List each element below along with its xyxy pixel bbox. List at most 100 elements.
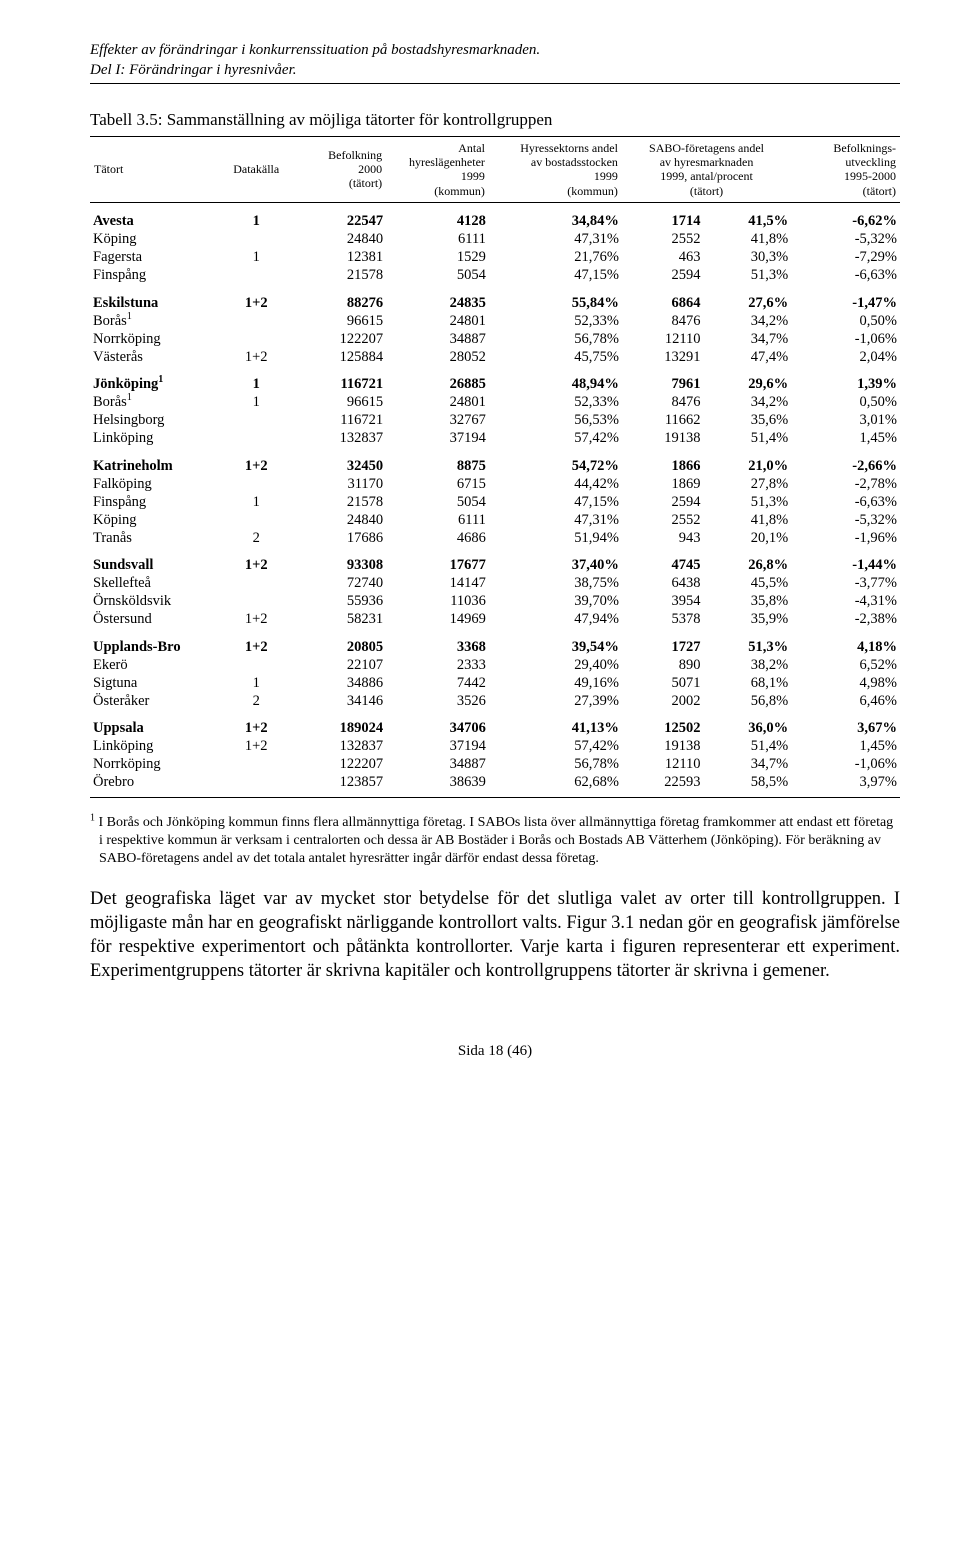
cell: 22547 [289, 203, 386, 231]
cell: 943 [622, 529, 707, 547]
cell: 21,76% [489, 249, 622, 267]
cell: 34,2% [707, 394, 792, 412]
cell: 57,42% [489, 430, 622, 448]
cell: Norrköping [90, 330, 223, 348]
cell: Katrineholm [90, 448, 223, 476]
cell: -3,77% [791, 575, 900, 593]
cell [223, 511, 289, 529]
cell: -6,63% [791, 267, 900, 285]
cell: 1+2 [223, 348, 289, 366]
cell: 24840 [289, 511, 386, 529]
cell: 2594 [622, 267, 707, 285]
footnote: 1 I Borås och Jönköping kommun finns fle… [90, 814, 900, 869]
cell: Finspång [90, 267, 223, 285]
cell: 37,40% [489, 547, 622, 575]
cell: 1+2 [223, 738, 289, 756]
col-datakalla: Datakälla [223, 136, 289, 203]
cell: 39,54% [489, 629, 622, 657]
cell: 41,5% [707, 203, 792, 231]
cell: 122207 [289, 330, 386, 348]
cell: -6,63% [791, 493, 900, 511]
cell: 1+2 [223, 710, 289, 738]
cell: 44,42% [489, 475, 622, 493]
cell: 1+2 [223, 611, 289, 629]
cell [223, 430, 289, 448]
cell: Avesta [90, 203, 223, 231]
cell: 34,84% [489, 203, 622, 231]
col-antal: Antalhyreslägenheter1999(kommun) [386, 136, 489, 203]
cell: 37194 [386, 430, 489, 448]
cell: -1,06% [791, 330, 900, 348]
cell: 5071 [622, 674, 707, 692]
cell: 0,50% [791, 394, 900, 412]
cell: 3368 [386, 629, 489, 657]
cell: 20,1% [707, 529, 792, 547]
cell: 116721 [289, 366, 386, 394]
table-row: Västerås1+21258842805245,75%1329147,4%2,… [90, 348, 900, 366]
cell: 21578 [289, 493, 386, 511]
cell: 26,8% [707, 547, 792, 575]
cell: 35,8% [707, 593, 792, 611]
col-sabo: SABO-företagens andelav hyresmarknaden19… [622, 136, 791, 203]
cell: 56,78% [489, 756, 622, 774]
cell: 8476 [622, 394, 707, 412]
cell: 27,39% [489, 692, 622, 710]
table-row: Köping24840611147,31%255241,8%-5,32% [90, 231, 900, 249]
cell: Köping [90, 511, 223, 529]
cell: 1+2 [223, 629, 289, 657]
table-row: Fagersta112381152921,76%46330,3%-7,29% [90, 249, 900, 267]
cell: 72740 [289, 575, 386, 593]
cell: 55936 [289, 593, 386, 611]
cell: Västerås [90, 348, 223, 366]
cell: 36,0% [707, 710, 792, 738]
cell: 47,94% [489, 611, 622, 629]
cell: 24835 [386, 285, 489, 313]
cell [223, 475, 289, 493]
cell: -4,31% [791, 593, 900, 611]
cell [223, 756, 289, 774]
table-row: Östersund1+2582311496947,94%537835,9%-2,… [90, 611, 900, 629]
cell: 3954 [622, 593, 707, 611]
cell: 51,3% [707, 629, 792, 657]
table-row: Falköping31170671544,42%186927,8%-2,78% [90, 475, 900, 493]
cell [223, 312, 289, 330]
table-row: Skellefteå727401414738,75%643845,5%-3,77… [90, 575, 900, 593]
cell: 34887 [386, 756, 489, 774]
cell: 88276 [289, 285, 386, 313]
cell: 22593 [622, 774, 707, 798]
cell: 51,4% [707, 430, 792, 448]
cell: Upplands-Bro [90, 629, 223, 657]
cell: 3,97% [791, 774, 900, 798]
table-row: Österåker234146352627,39%200256,8%6,46% [90, 692, 900, 710]
cell [223, 774, 289, 798]
cell: Borås1 [90, 312, 223, 330]
cell: 1714 [622, 203, 707, 231]
cell: 2,04% [791, 348, 900, 366]
cell: 27,6% [707, 285, 792, 313]
cell: 47,15% [489, 493, 622, 511]
cell: 1,39% [791, 366, 900, 394]
cell: 2333 [386, 656, 489, 674]
cell: 52,33% [489, 394, 622, 412]
col-befolkning: Befolkning2000(tätort) [289, 136, 386, 203]
cell: 96615 [289, 394, 386, 412]
cell: 12381 [289, 249, 386, 267]
cell: 39,70% [489, 593, 622, 611]
cell: 47,31% [489, 231, 622, 249]
cell: 6111 [386, 511, 489, 529]
cell: 1+2 [223, 547, 289, 575]
cell [223, 267, 289, 285]
cell: 2552 [622, 511, 707, 529]
cell: 34886 [289, 674, 386, 692]
cell: Jönköping1 [90, 366, 223, 394]
data-table: Tätort Datakälla Befolkning2000(tätort) … [90, 136, 900, 799]
cell: 1,45% [791, 430, 900, 448]
cell: -1,06% [791, 756, 900, 774]
cell: Norrköping [90, 756, 223, 774]
table-row: Borås11966152480152,33%847634,2%0,50% [90, 394, 900, 412]
cell: 41,13% [489, 710, 622, 738]
cell: 38639 [386, 774, 489, 798]
cell: Skellefteå [90, 575, 223, 593]
cell: Köping [90, 231, 223, 249]
cell: 47,15% [489, 267, 622, 285]
